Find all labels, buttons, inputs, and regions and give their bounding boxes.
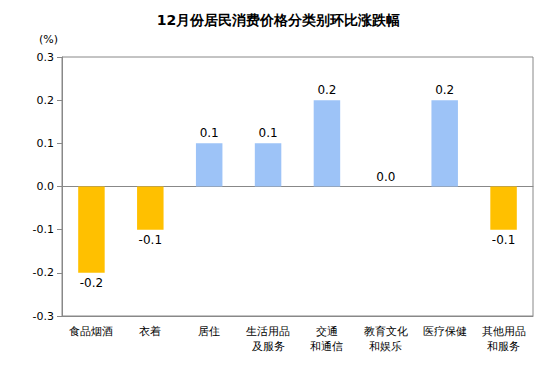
svg-text:-0.1: -0.1 <box>33 223 54 236</box>
svg-text:-0.3: -0.3 <box>33 310 54 323</box>
svg-text:12月份居民消费价格分类别环比涨跌幅: 12月份居民消费价格分类别环比涨跌幅 <box>157 12 400 28</box>
svg-text:0.2: 0.2 <box>37 94 55 107</box>
svg-text:0.2: 0.2 <box>317 83 336 97</box>
svg-text:交通: 交通 <box>316 325 338 338</box>
svg-text:0.0: 0.0 <box>376 170 395 184</box>
svg-text:衣着: 衣着 <box>139 325 161 338</box>
svg-text:0.3: 0.3 <box>37 51 55 64</box>
svg-text:0.1: 0.1 <box>200 126 219 140</box>
svg-text:-0.2: -0.2 <box>33 266 54 279</box>
svg-text:生活用品: 生活用品 <box>246 325 290 338</box>
svg-text:(%): (%) <box>39 33 58 46</box>
svg-text:0.1: 0.1 <box>37 137 55 150</box>
svg-text:0.2: 0.2 <box>435 83 454 97</box>
svg-text:及服务: 及服务 <box>252 340 285 353</box>
svg-text:-0.1: -0.1 <box>139 233 162 247</box>
svg-text:和服务: 和服务 <box>487 340 520 353</box>
svg-text:教育文化: 教育文化 <box>364 325 408 338</box>
svg-text:医疗保健: 医疗保健 <box>423 325 467 338</box>
svg-text:居住: 居住 <box>198 325 220 338</box>
svg-text:和通信: 和通信 <box>310 340 343 353</box>
svg-text:-0.1: -0.1 <box>492 233 515 247</box>
svg-text:和娱乐: 和娱乐 <box>369 340 402 353</box>
svg-text:其他用品: 其他用品 <box>482 325 526 338</box>
svg-text:-0.2: -0.2 <box>80 276 103 290</box>
svg-text:食品烟酒: 食品烟酒 <box>69 325 113 338</box>
svg-text:0.0: 0.0 <box>37 180 55 193</box>
svg-text:0.1: 0.1 <box>259 126 278 140</box>
